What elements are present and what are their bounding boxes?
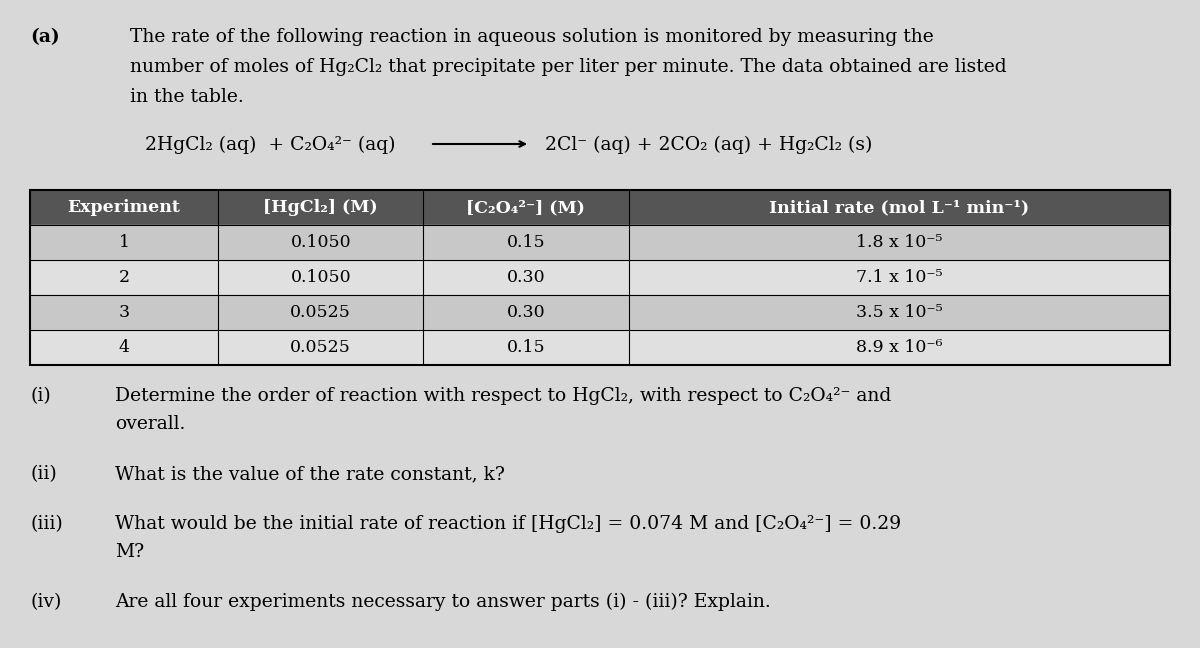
- Text: [HgCl₂] (M): [HgCl₂] (M): [263, 199, 378, 216]
- Text: 0.0525: 0.0525: [290, 339, 352, 356]
- Text: Initial rate (mol L⁻¹ min⁻¹): Initial rate (mol L⁻¹ min⁻¹): [769, 199, 1030, 216]
- Text: 4: 4: [119, 339, 130, 356]
- Text: 0.30: 0.30: [506, 269, 545, 286]
- Text: 0.1050: 0.1050: [290, 269, 352, 286]
- Bar: [30, 190, 1170, 225]
- Text: (iii): (iii): [30, 515, 62, 533]
- Text: 1: 1: [119, 234, 130, 251]
- Bar: [30, 190, 1170, 365]
- Text: number of moles of Hg₂Cl₂ that precipitate per liter per minute. The data obtain: number of moles of Hg₂Cl₂ that precipita…: [130, 58, 1007, 76]
- Text: 2Cl⁻ (aq) + 2CO₂ (aq) + Hg₂Cl₂ (s): 2Cl⁻ (aq) + 2CO₂ (aq) + Hg₂Cl₂ (s): [545, 136, 872, 154]
- Text: Are all four experiments necessary to answer parts (i) - (iii)? Explain.: Are all four experiments necessary to an…: [115, 593, 770, 611]
- Text: The rate of the following reaction in aqueous solution is monitored by measuring: The rate of the following reaction in aq…: [130, 28, 934, 46]
- Text: 7.1 x 10⁻⁵: 7.1 x 10⁻⁵: [856, 269, 942, 286]
- Text: 2: 2: [119, 269, 130, 286]
- Text: 0.0525: 0.0525: [290, 304, 352, 321]
- Text: Determine the order of reaction with respect to HgCl₂, with respect to C₂O₄²⁻ an: Determine the order of reaction with res…: [115, 387, 892, 405]
- Text: 1.8 x 10⁻⁵: 1.8 x 10⁻⁵: [856, 234, 942, 251]
- Text: Experiment: Experiment: [67, 199, 180, 216]
- Text: 0.15: 0.15: [506, 339, 545, 356]
- Text: [C₂O₄²⁻] (M): [C₂O₄²⁻] (M): [467, 199, 586, 216]
- Text: (iv): (iv): [30, 593, 61, 611]
- Text: overall.: overall.: [115, 415, 185, 433]
- Text: What would be the initial rate of reaction if [HgCl₂] = 0.074 M and [C₂O₄²⁻] = 0: What would be the initial rate of reacti…: [115, 515, 901, 533]
- Bar: [30, 295, 1170, 330]
- Text: What is the value of the rate constant, k?: What is the value of the rate constant, …: [115, 465, 505, 483]
- Text: 0.1050: 0.1050: [290, 234, 352, 251]
- Text: 3: 3: [119, 304, 130, 321]
- Bar: [30, 260, 1170, 295]
- Text: (i): (i): [30, 387, 50, 405]
- Text: in the table.: in the table.: [130, 88, 244, 106]
- Text: 0.30: 0.30: [506, 304, 545, 321]
- Text: M?: M?: [115, 543, 144, 561]
- Bar: [30, 330, 1170, 365]
- Text: (a): (a): [30, 28, 60, 46]
- Text: 8.9 x 10⁻⁶: 8.9 x 10⁻⁶: [856, 339, 942, 356]
- Bar: [30, 225, 1170, 260]
- Text: 2HgCl₂ (aq)  + C₂O₄²⁻ (aq): 2HgCl₂ (aq) + C₂O₄²⁻ (aq): [145, 136, 396, 154]
- Text: 0.15: 0.15: [506, 234, 545, 251]
- Text: 3.5 x 10⁻⁵: 3.5 x 10⁻⁵: [856, 304, 942, 321]
- Text: (ii): (ii): [30, 465, 56, 483]
